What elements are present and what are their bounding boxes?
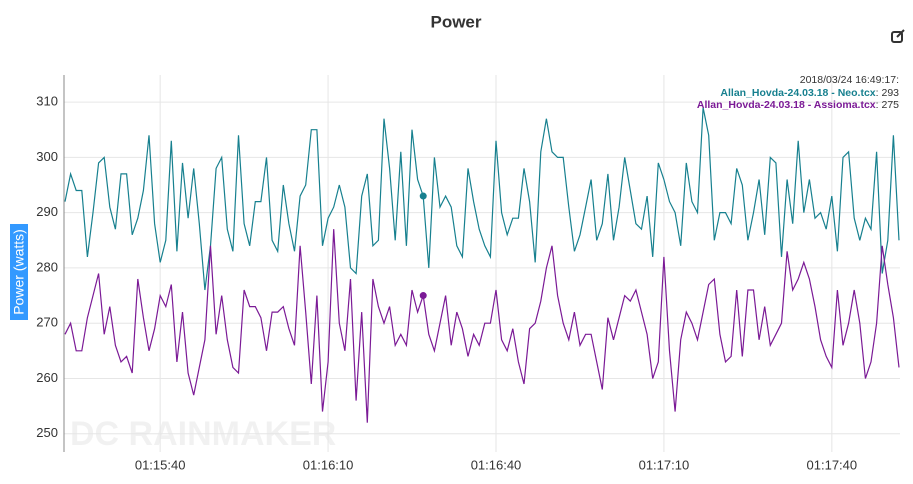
y-tick-label: 310 — [36, 94, 58, 109]
tooltip-header: 2018/03/24 16:49:17: — [800, 74, 899, 86]
y-axis-title: Power (watts) — [11, 229, 27, 315]
y-tick-label: 280 — [36, 259, 58, 274]
series-line — [64, 229, 900, 423]
x-tick-label: 01:16:40 — [471, 457, 522, 472]
tooltip-value: : 275 — [876, 99, 900, 111]
y-axis-title-bg — [10, 224, 28, 320]
y-axis-title-group: Power (watts) — [10, 224, 28, 320]
tooltip-row: Allan_Hovda-24.03.18 - Assioma.tcx: 275 — [697, 99, 899, 111]
x-tick-label: 01:16:10 — [303, 457, 354, 472]
x-tick-label: 01:15:40 — [135, 457, 186, 472]
series-line — [64, 107, 900, 291]
hover-dot — [419, 192, 427, 200]
x-tick-label: 01:17:10 — [639, 457, 690, 472]
y-tick-label: 270 — [36, 315, 58, 330]
y-tick-label: 290 — [36, 204, 58, 219]
hover-dot — [419, 292, 427, 300]
y-tick-label: 260 — [36, 370, 58, 385]
tooltip-series-name: Allan_Hovda-24.03.18 - Neo.tcx — [720, 87, 875, 99]
tooltip-value: : 293 — [876, 87, 900, 99]
y-tick-label: 250 — [36, 425, 58, 440]
export-icon-arrow[interactable] — [896, 29, 905, 38]
tooltip-row: Allan_Hovda-24.03.18 - Neo.tcx: 293 — [720, 87, 899, 99]
tooltip-series-name: Allan_Hovda-24.03.18 - Assioma.tcx — [697, 99, 876, 111]
chart-title: Power — [430, 12, 481, 31]
y-tick-label: 300 — [36, 149, 58, 164]
export-icon[interactable] — [891, 29, 905, 43]
export-icon-box[interactable] — [891, 31, 903, 43]
x-tick-label: 01:17:40 — [807, 457, 858, 472]
